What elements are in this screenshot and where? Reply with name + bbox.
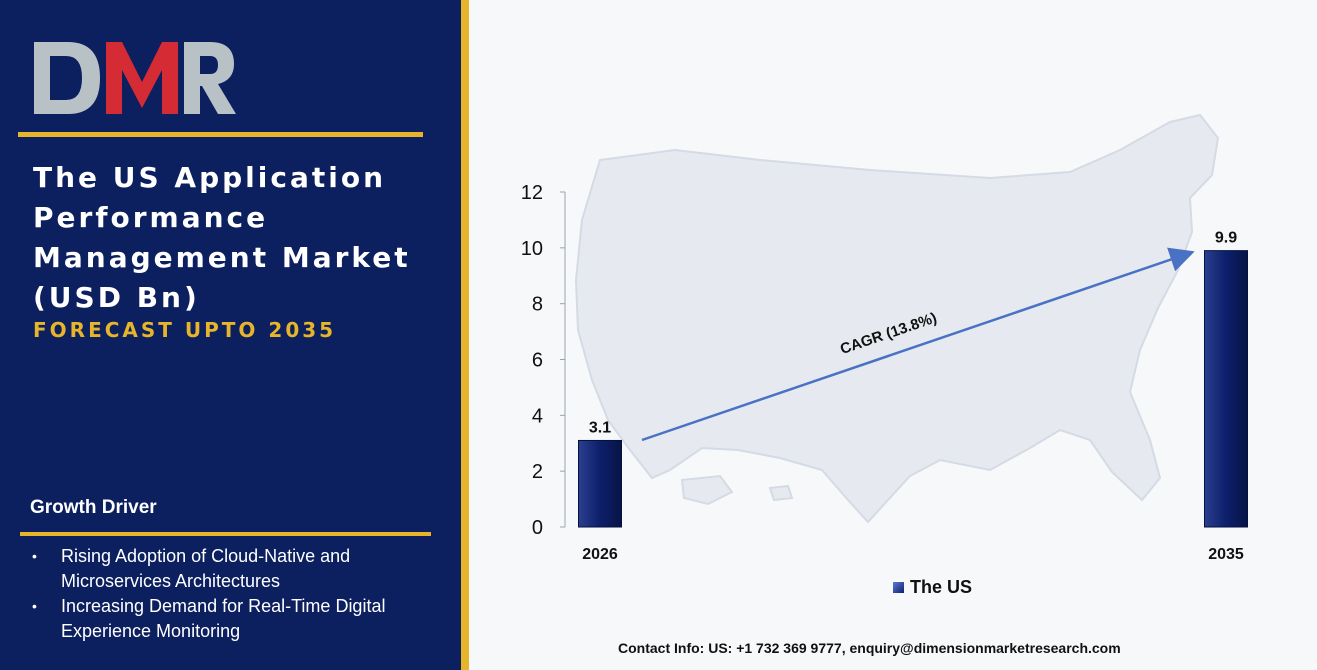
bullet-icon: • <box>32 598 37 614</box>
legend-swatch <box>893 582 904 593</box>
growth-driver-divider <box>20 532 431 536</box>
data-label: 3.1 <box>589 419 611 436</box>
forecast-subtitle: FORECAST UPTO 2035 <box>33 318 337 342</box>
contact-info: Contact Info: US: +1 732 369 9777, enqui… <box>618 640 1121 656</box>
cagr-arrow-line <box>641 247 1195 442</box>
growth-driver-item: • Rising Adoption of Cloud-Native and Mic… <box>30 544 430 594</box>
dmr-logo <box>34 42 236 114</box>
data-label: 9.9 <box>1215 230 1237 247</box>
title-line: Management Market <box>33 241 411 274</box>
growth-driver-text: Increasing Demand for Real-Time Digital … <box>61 596 386 641</box>
bars: 3.1 2026 9.9 2035 <box>578 230 1248 563</box>
growth-driver-text: Rising Adoption of Cloud-Native and Micr… <box>61 546 351 591</box>
y-tick-label: 12 <box>521 182 543 204</box>
accent-bar <box>461 0 469 670</box>
y-tick-label: 6 <box>532 350 543 372</box>
bar <box>1204 250 1248 528</box>
chart-legend: The US <box>893 577 972 598</box>
category-label: 2026 <box>582 546 618 563</box>
growth-driver-heading: Growth Driver <box>30 497 157 518</box>
growth-driver-item: • Increasing Demand for Real-Time Digital… <box>30 594 430 644</box>
growth-driver-list: • Rising Adoption of Cloud-Native and Mic… <box>30 544 430 644</box>
y-tick-label: 10 <box>521 238 543 260</box>
y-axis: 0 2 4 6 8 10 12 <box>521 182 566 539</box>
y-tick-label: 2 <box>532 461 543 483</box>
legend-label: The US <box>910 577 973 597</box>
y-tick-label: 0 <box>532 517 543 539</box>
left-panel: The US Application Performance Managemen… <box>0 0 461 670</box>
y-tick-label: 4 <box>532 405 543 427</box>
title-line: The US Application <box>33 161 387 194</box>
title-line: Performance <box>33 201 269 234</box>
us-map-background <box>574 113 1220 524</box>
bar <box>578 439 622 528</box>
title-line: (USD Bn) <box>33 281 200 314</box>
bullet-icon: • <box>32 548 37 564</box>
page-title: The US Application Performance Managemen… <box>33 158 443 318</box>
logo-divider <box>18 132 423 137</box>
category-label: 2035 <box>1208 546 1244 563</box>
y-tick-label: 8 <box>532 294 543 316</box>
